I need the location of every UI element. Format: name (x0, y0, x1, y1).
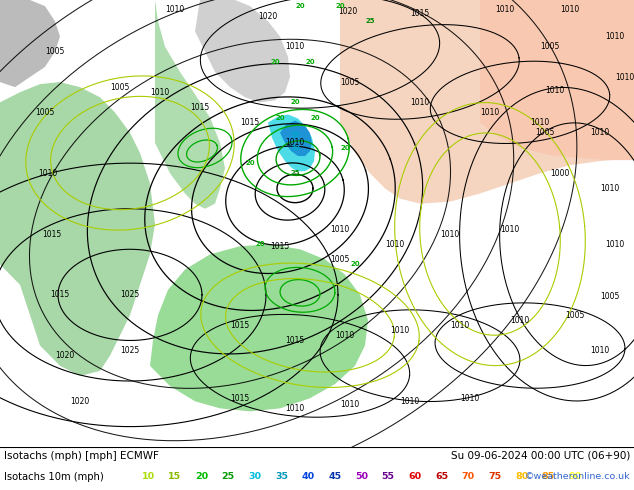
Text: 1020: 1020 (259, 12, 278, 21)
Text: 20: 20 (305, 59, 315, 65)
Text: 1010: 1010 (441, 230, 460, 239)
Text: 20: 20 (245, 160, 255, 166)
Text: 40: 40 (302, 472, 314, 482)
Text: 1010: 1010 (510, 316, 529, 325)
Polygon shape (280, 121, 312, 156)
Text: 1005: 1005 (330, 255, 350, 264)
Text: 1015: 1015 (42, 230, 61, 239)
Text: 1010: 1010 (330, 224, 349, 234)
Text: 25: 25 (365, 18, 375, 24)
Text: 1020: 1020 (55, 351, 75, 360)
Text: 80: 80 (515, 472, 528, 482)
Text: 1010: 1010 (600, 184, 619, 193)
Text: 1010: 1010 (560, 4, 579, 14)
Text: 35: 35 (275, 472, 288, 482)
Text: 20: 20 (310, 115, 320, 121)
Text: 1025: 1025 (120, 346, 139, 355)
Text: 1015: 1015 (240, 118, 260, 127)
Text: 20: 20 (335, 3, 345, 9)
Text: 1015: 1015 (270, 242, 290, 251)
Text: 1015: 1015 (190, 103, 210, 112)
Text: 1010: 1010 (335, 331, 354, 340)
Polygon shape (340, 0, 634, 204)
Text: 10: 10 (141, 472, 155, 482)
Text: 1010: 1010 (285, 138, 304, 147)
Text: 1010: 1010 (391, 326, 410, 335)
Text: 1005: 1005 (36, 108, 55, 117)
Text: 1005: 1005 (535, 128, 555, 137)
Text: 20: 20 (256, 241, 265, 247)
Text: 1015: 1015 (285, 336, 304, 345)
Text: Su 09-06-2024 00:00 UTC (06+90): Su 09-06-2024 00:00 UTC (06+90) (451, 451, 630, 461)
Text: 1010: 1010 (410, 98, 430, 107)
Text: 25: 25 (221, 472, 235, 482)
Text: 55: 55 (382, 472, 395, 482)
Text: 1010: 1010 (531, 118, 550, 127)
Text: 1010: 1010 (285, 42, 304, 51)
Polygon shape (150, 244, 368, 447)
Text: Isotachs 10m (mph): Isotachs 10m (mph) (4, 472, 104, 482)
Text: Isotachs (mph) [mph] ECMWF: Isotachs (mph) [mph] ECMWF (4, 451, 159, 461)
Text: 1010: 1010 (385, 240, 404, 249)
Text: 20: 20 (270, 59, 280, 65)
Text: 1015: 1015 (230, 321, 250, 330)
Text: 1005: 1005 (110, 83, 130, 92)
Text: 20: 20 (340, 145, 350, 151)
Polygon shape (195, 0, 290, 102)
Text: 1010: 1010 (481, 108, 500, 117)
Text: 1020: 1020 (70, 397, 89, 406)
Text: 1010: 1010 (39, 169, 58, 178)
Text: 45: 45 (328, 472, 341, 482)
Text: 20: 20 (275, 115, 285, 121)
Text: 25: 25 (290, 171, 300, 176)
Text: 1010: 1010 (285, 404, 304, 413)
Text: 1010: 1010 (590, 346, 610, 355)
Text: 1010: 1010 (340, 400, 359, 409)
Text: 1020: 1020 (339, 7, 358, 16)
Text: 1000: 1000 (550, 169, 570, 178)
Text: 1015: 1015 (230, 394, 250, 403)
Polygon shape (480, 0, 634, 160)
Text: 1010: 1010 (500, 224, 520, 234)
Polygon shape (155, 0, 225, 209)
Text: 1005: 1005 (340, 77, 359, 87)
Text: ©weatheronline.co.uk: ©weatheronline.co.uk (524, 472, 630, 482)
Text: 1010: 1010 (605, 32, 624, 41)
Text: 1010: 1010 (495, 4, 515, 14)
Text: 1005: 1005 (600, 293, 619, 301)
Text: 1010: 1010 (616, 73, 634, 81)
Text: 70: 70 (462, 472, 475, 482)
Text: 1010: 1010 (450, 321, 470, 330)
Text: 1010: 1010 (401, 397, 420, 406)
Text: 20: 20 (295, 3, 305, 9)
Text: 50: 50 (355, 472, 368, 482)
Text: 1010: 1010 (605, 240, 624, 249)
Text: 85: 85 (541, 472, 555, 482)
Text: 25: 25 (290, 132, 300, 138)
Text: 1015: 1015 (410, 9, 430, 18)
Text: 90: 90 (569, 472, 581, 482)
Text: 1005: 1005 (45, 47, 65, 56)
Text: 1010: 1010 (150, 88, 170, 97)
Text: 65: 65 (435, 472, 448, 482)
Polygon shape (0, 0, 155, 376)
Text: 1010: 1010 (165, 4, 184, 14)
Text: 20: 20 (350, 262, 360, 268)
Text: 1015: 1015 (50, 291, 70, 299)
Text: 1010: 1010 (545, 86, 565, 95)
Text: 1010: 1010 (590, 128, 610, 137)
Text: 30: 30 (290, 145, 300, 151)
Text: 1005: 1005 (540, 42, 560, 51)
Polygon shape (268, 115, 315, 171)
Text: 20: 20 (290, 99, 300, 105)
Text: 1005: 1005 (566, 311, 585, 319)
Text: 1010: 1010 (460, 394, 480, 403)
Text: 1025: 1025 (120, 291, 139, 299)
Text: 30: 30 (249, 472, 261, 482)
Text: 15: 15 (168, 472, 181, 482)
Polygon shape (0, 0, 60, 87)
Text: 20: 20 (195, 472, 208, 482)
Text: 60: 60 (408, 472, 422, 482)
Text: 75: 75 (488, 472, 501, 482)
